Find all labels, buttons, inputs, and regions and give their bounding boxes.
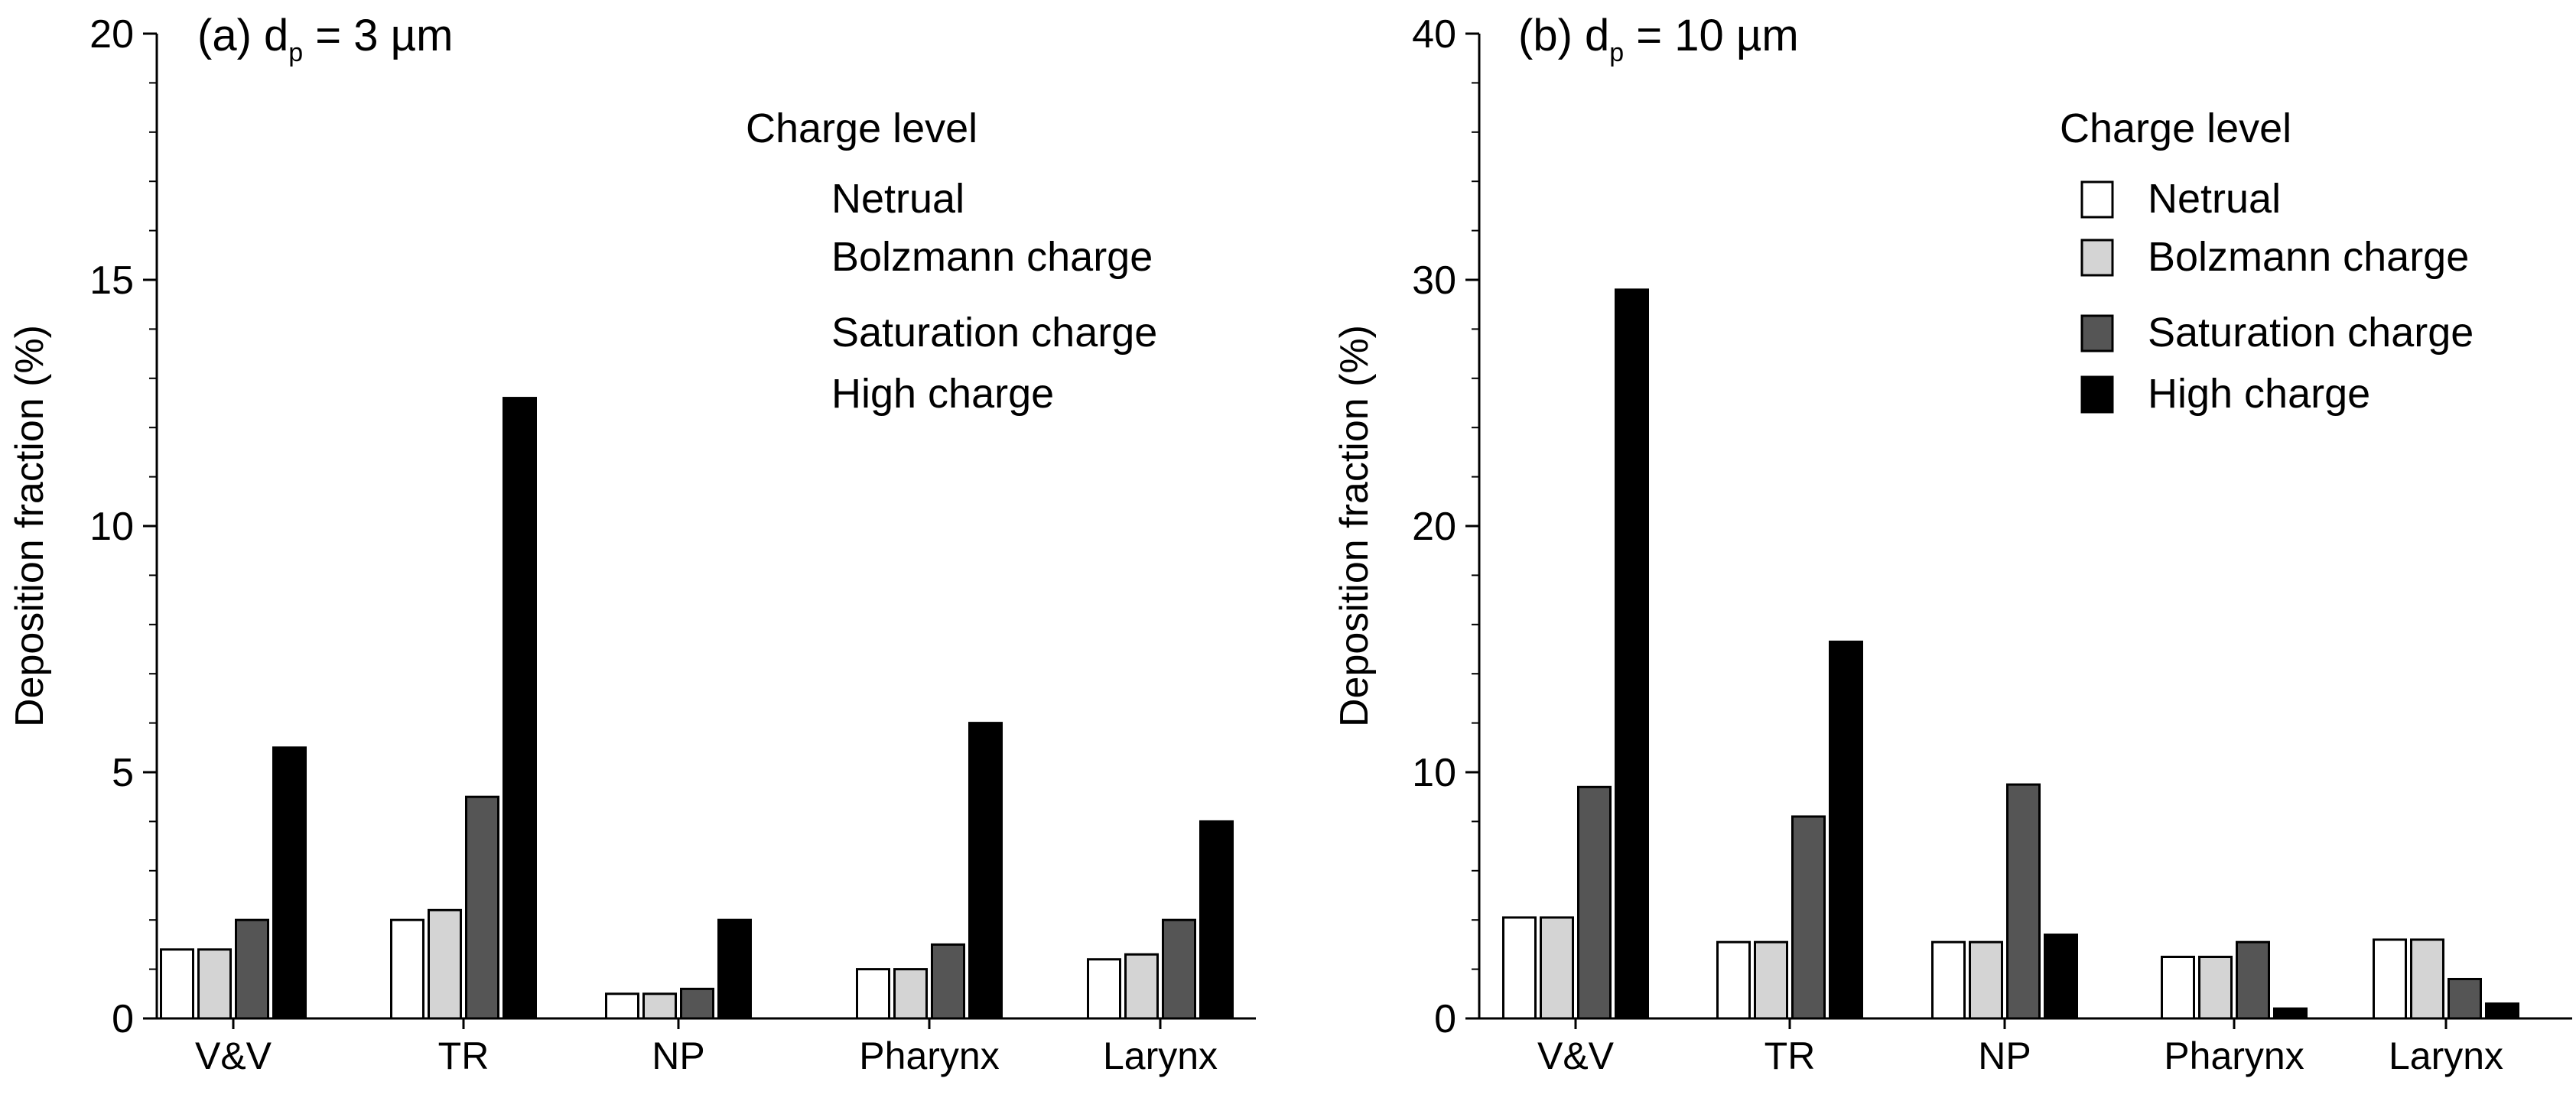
bar-pharynx-series-3 <box>2236 940 2270 1020</box>
bar-v-v-series-3 <box>1577 785 1612 1020</box>
bar-tr-series-1 <box>390 918 424 1020</box>
bar-pharynx-series-4 <box>968 722 1003 1020</box>
legend: Charge level Netrual Bolzmann charge Satura… <box>746 106 1157 417</box>
legend-label-4: High charge <box>831 371 1054 417</box>
y-tick-label: 20 <box>1412 505 1456 549</box>
x-tick-label: V&V <box>1537 1034 1615 1077</box>
y-tick-label: 40 <box>1412 12 1456 57</box>
bar-pharynx-series-2 <box>893 968 928 1020</box>
chart-panel-a: V&V TR NP Pharynx Larynx 0 5 10 15 20 Deposition f… <box>8 11 1256 1077</box>
bar-tr-series-2 <box>428 908 462 1020</box>
x-tick-label: Larynx <box>2389 1034 2503 1077</box>
bar-larynx-series-3 <box>1162 918 1196 1020</box>
bar-tr-series-1 <box>1716 940 1751 1020</box>
bar-tr-series-4 <box>1829 640 1863 1020</box>
bar-larynx-series-3 <box>2448 977 2482 1020</box>
bar-tr-series-3 <box>1791 815 1826 1020</box>
bar-pharynx-series-4 <box>2273 1007 2308 1020</box>
bar-tr-series-4 <box>503 397 537 1020</box>
legend-label-1: Netrual <box>831 176 964 222</box>
bar-v-v-series-1 <box>160 948 194 1020</box>
bar-np-series-2 <box>642 992 677 1020</box>
bar-pharynx-series-1 <box>856 968 890 1020</box>
x-tick-label: Pharynx <box>2164 1034 2304 1077</box>
legend-label-3: Saturation charge <box>831 310 1157 356</box>
x-tick-label: V&V <box>195 1034 272 1077</box>
legend-title: Charge level <box>2060 106 2291 151</box>
bar-pharynx-series-3 <box>931 943 965 1020</box>
y-tick-label: 0 <box>1434 997 1456 1041</box>
bar-np-series-3 <box>2006 783 2041 1020</box>
bar-np-series-1 <box>1931 940 1966 1020</box>
y-tick-label: 30 <box>1412 258 1456 303</box>
legend-swatch-3 <box>2080 314 2114 352</box>
bar-larynx-series-2 <box>2410 938 2444 1020</box>
bar-v-v-series-2 <box>1540 916 1574 1020</box>
y-tick-label: 5 <box>112 751 134 795</box>
bar-larynx-series-2 <box>1124 953 1159 1020</box>
legend-label-2: Bolzmann charge <box>2148 234 2469 280</box>
bar-np-series-2 <box>1969 940 2003 1020</box>
legend-label-3: Saturation charge <box>2148 310 2474 356</box>
bar-np-series-1 <box>605 992 639 1020</box>
bar-pharynx-series-2 <box>2198 956 2233 1020</box>
y-tick-label: 0 <box>112 997 134 1041</box>
panel-title: (a) dp = 3 µm <box>197 11 453 67</box>
legend-swatch-1 <box>2080 180 2114 219</box>
bar-v-v-series-2 <box>197 948 232 1020</box>
bar-v-v-series-4 <box>272 746 307 1020</box>
x-tick-label: NP <box>652 1034 704 1077</box>
chart-panel-b: V&V TR NP Pharynx Larynx 0 10 20 30 40 Deposition … <box>1332 11 2572 1077</box>
x-tick-label: Larynx <box>1103 1034 1218 1077</box>
legend-swatch-2 <box>2080 239 2114 277</box>
bar-larynx-series-4 <box>1199 820 1234 1020</box>
x-tick-label: Pharynx <box>859 1034 999 1077</box>
y-axis-label: Deposition fraction (%) <box>8 325 52 727</box>
bar-pharynx-series-1 <box>2161 956 2195 1020</box>
legend: Charge level Netrual Bolzmann charge Satura… <box>2060 106 2474 417</box>
legend-swatch-4 <box>2080 375 2114 414</box>
bar-larynx-series-1 <box>1087 958 1121 1020</box>
legend-title: Charge level <box>746 106 977 151</box>
legend-label-4: High charge <box>2148 371 2370 417</box>
bar-tr-series-2 <box>1754 940 1788 1020</box>
bar-tr-series-3 <box>465 795 499 1020</box>
panel-title: (b) dp = 10 µm <box>1518 11 1799 67</box>
bar-np-series-4 <box>717 918 752 1020</box>
bar-v-v-series-1 <box>1502 916 1537 1020</box>
y-tick-label: 20 <box>89 12 134 57</box>
y-axis-label: Deposition fraction (%) <box>1332 325 1377 727</box>
legend-label-2: Bolzmann charge <box>831 234 1153 280</box>
y-tick-label: 15 <box>89 258 134 303</box>
bar-larynx-series-4 <box>2485 1002 2519 1020</box>
bar-larynx-series-1 <box>2373 938 2407 1020</box>
bar-v-v-series-3 <box>235 918 269 1020</box>
legend-label-1: Netrual <box>2148 176 2281 222</box>
bar-v-v-series-4 <box>1615 288 1649 1020</box>
bar-np-series-3 <box>680 987 714 1020</box>
y-tick-label: 10 <box>1412 751 1456 795</box>
x-tick-label: TR <box>1764 1034 1816 1077</box>
bar-np-series-4 <box>2044 934 2078 1020</box>
x-tick-label: NP <box>1978 1034 2031 1077</box>
y-tick-label: 10 <box>89 505 134 549</box>
x-tick-label: TR <box>438 1034 490 1077</box>
